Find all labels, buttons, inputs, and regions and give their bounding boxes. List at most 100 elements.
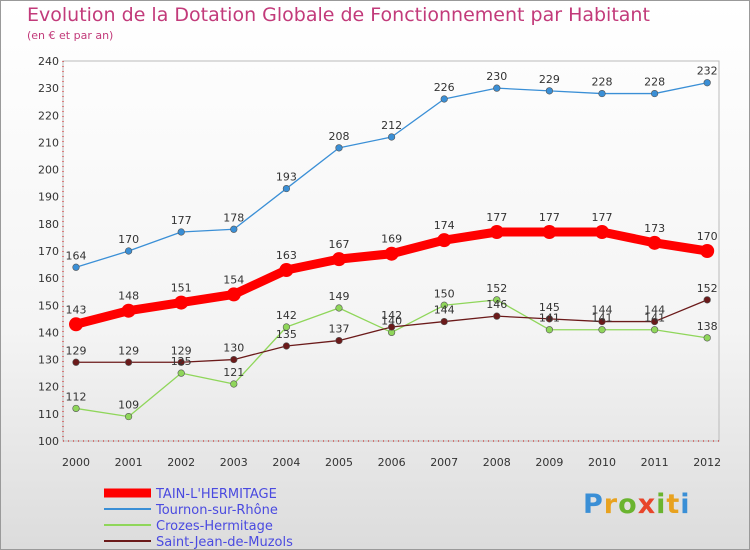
data-point [335,304,343,312]
legend: TAIN-L'HERMITAGETournon-sur-RhôneCrozes-… [104,487,293,549]
data-point [598,89,606,98]
data-point [489,225,504,239]
data-point [124,358,133,366]
data-point [440,317,448,326]
data-label: 212 [381,119,402,132]
data-point [69,317,83,332]
data-label: 177 [171,214,192,227]
data-label: 143 [66,303,87,316]
y-tick-label: 150 [38,299,59,312]
data-point [598,326,606,334]
value-labels: 112 109 125 121 142 149 140 150 152 141 141 141 138 1… [66,65,718,412]
y-tick-label: 160 [38,272,59,285]
data-point [542,225,557,239]
data-point [121,303,136,318]
legend-label: Tournon-sur-Rhône [155,503,278,518]
data-point [650,317,659,326]
x-tick-label: 2004 [272,456,300,469]
data-label: 135 [276,328,297,341]
data-point [493,312,501,320]
data-label: 142 [276,309,297,322]
x-tick-label: 2011 [641,456,669,469]
legend-label: TAIN-L'HERMITAGE [155,487,277,502]
data-label: 151 [171,282,192,295]
data-label: 146 [486,298,507,311]
data-label: 229 [539,73,560,86]
x-tick-label: 2012 [693,456,721,469]
data-point [545,87,554,95]
y-tick-label: 200 [38,164,59,177]
x-tick-label: 2007 [430,456,458,469]
data-label: 232 [697,65,718,78]
data-point [440,301,448,309]
data-label: 137 [329,323,350,336]
x-tick-label: 2010 [588,456,616,469]
data-label: 125 [171,355,192,368]
data-point [545,326,554,334]
chart-title: Evolution de la Dotation Globale de Fonc… [27,4,650,26]
data-label: 177 [486,211,507,224]
data-label: 167 [329,238,350,251]
data-label: 148 [118,290,139,303]
data-label: 163 [276,249,297,262]
data-point [598,317,606,326]
data-label: 170 [118,233,139,246]
y-tick-label: 130 [38,354,59,367]
data-label: 144 [592,304,613,317]
x-tick-label: 2000 [62,456,90,469]
data-point [177,369,185,377]
y-tick-label: 230 [38,82,59,95]
data-point [650,326,659,334]
data-label: 228 [592,76,613,89]
data-label: 149 [329,290,350,303]
data-label: 138 [697,320,718,333]
y-tick-label: 240 [38,55,59,68]
data-point [384,246,399,261]
data-point [388,133,396,141]
data-point [335,144,343,152]
x-tick-label: 2008 [483,456,511,469]
axes: 100 110 120 130 140 150 160 170 180 190 200 210 220 2… [38,55,721,469]
data-point [647,235,662,250]
x-tick-label: 2003 [220,456,248,469]
data-point [493,296,501,304]
x-tick-label: 2009 [535,456,563,469]
data-point [332,252,346,267]
x-tick-label: 2006 [378,456,406,469]
data-point [335,336,343,345]
data-label: 152 [697,282,718,295]
data-label: 152 [486,282,507,295]
y-tick-label: 210 [38,136,59,149]
data-label: 144 [434,304,455,317]
data-label: 112 [66,390,87,403]
data-point [72,404,80,413]
data-label: 208 [329,130,350,143]
data-point [174,295,189,310]
data-point [703,334,711,342]
data-point [177,228,185,236]
y-tick-label: 190 [38,191,59,204]
x-tick-label: 2001 [115,456,143,469]
data-point [124,247,133,255]
data-label: 129 [66,344,87,357]
data-label: 178 [223,211,244,224]
proxiti-logo: Proxiti [583,489,691,520]
y-tick-label: 180 [38,218,59,231]
data-label: 144 [644,304,665,317]
data-label: 121 [223,366,244,379]
data-label: 141 [644,312,665,325]
data-label: 228 [644,76,665,89]
data-label: 170 [697,230,718,243]
data-point [230,225,238,233]
data-point [230,380,238,388]
data-point [72,263,80,271]
y-tick-label: 170 [38,245,59,258]
series-points [69,79,715,421]
data-point [440,95,448,103]
data-label: 169 [381,233,402,246]
data-label: 150 [434,287,455,300]
data-label: 226 [434,81,455,94]
data-label: 154 [223,273,244,286]
data-label: 142 [381,309,402,322]
